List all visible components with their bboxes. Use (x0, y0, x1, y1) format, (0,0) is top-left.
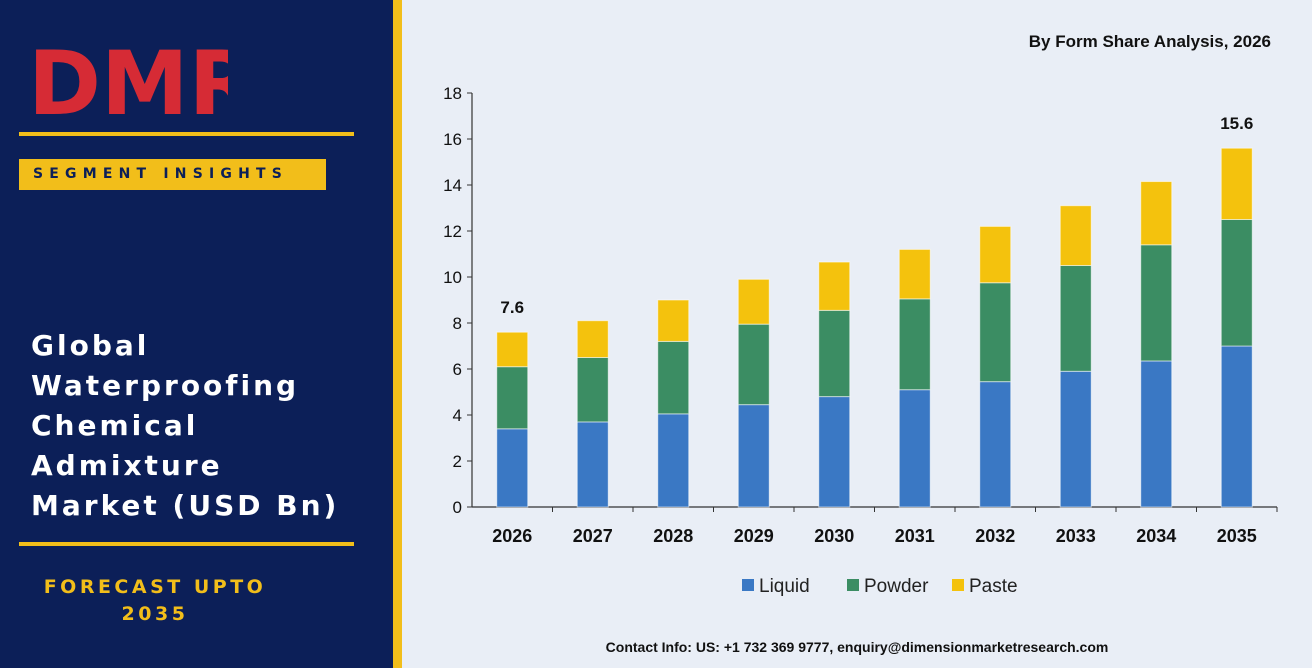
bar-segment-powder (979, 282, 1012, 383)
bar-segment-paste (1059, 205, 1092, 266)
market-title: Global Waterproofing Chemical Admixture … (31, 326, 376, 526)
chart-legend: Liquid Powder Paste (742, 576, 1018, 597)
y-tick-label: 6 (453, 360, 462, 379)
bar-segment-powder (576, 357, 609, 423)
x-tick-label: 2026 (492, 526, 532, 546)
data-label: 15.6 (1220, 114, 1253, 133)
bar-segment-liquid (657, 413, 690, 508)
bar-segment-liquid (898, 389, 931, 508)
x-tick-label: 2029 (734, 526, 774, 546)
bar-segment-powder (496, 366, 529, 430)
bar-segment-paste (737, 278, 770, 325)
bar-segment-liquid (496, 428, 529, 508)
title-line: Chemical (31, 409, 199, 442)
data-label: 7.6 (500, 298, 524, 317)
y-tick-label: 14 (443, 176, 462, 195)
divider-line-top (19, 132, 354, 136)
bar-segment-paste (979, 225, 1012, 284)
y-tick-label: 4 (453, 406, 462, 425)
contact-info: Contact Info: US: +1 732 369 9777, enqui… (605, 639, 1109, 655)
title-line: Global (31, 329, 150, 362)
x-tick-label: 2028 (653, 526, 693, 546)
x-tick-label: 2031 (895, 526, 935, 546)
y-tick-label: 18 (443, 84, 462, 103)
bar-segment-powder (1140, 244, 1173, 362)
x-tick-label: 2032 (975, 526, 1015, 546)
x-tick-label: 2027 (573, 526, 613, 546)
left-panel: DMR SEGMENT INSIGHTS Global Waterproofin… (0, 0, 393, 668)
bar-segment-powder (1059, 265, 1092, 372)
y-tick-label: 10 (443, 268, 462, 287)
legend-swatch-liquid (742, 579, 754, 591)
bar-segment-liquid (1220, 345, 1253, 508)
legend-label: Powder (864, 576, 929, 597)
bar-segment-paste (818, 261, 851, 311)
bar-segment-powder (818, 309, 851, 398)
chart-bars (496, 147, 1253, 508)
bar-segment-paste (576, 320, 609, 359)
y-tick-label: 2 (453, 452, 462, 471)
title-line: Waterproofing (31, 369, 300, 402)
bar-segment-liquid (818, 396, 851, 508)
y-tick-label: 0 (453, 498, 462, 517)
x-tick-label: 2030 (814, 526, 854, 546)
bar-segment-paste (657, 299, 690, 342)
segment-insights-badge: SEGMENT INSIGHTS (19, 159, 326, 190)
panel-divider (393, 0, 402, 668)
bar-segment-paste (1220, 147, 1253, 220)
x-tick-label: 2035 (1217, 526, 1257, 546)
bar-segment-powder (737, 323, 770, 406)
chart-labels: 2026 2027 2028 2029 2030 2031 2032 2033 2034 2035… (492, 114, 1257, 546)
chart-title: By Form Share Analysis, 2026 (1028, 32, 1271, 51)
bar-segment-liquid (1140, 360, 1173, 508)
bar-segment-powder (657, 340, 690, 415)
legend-label: Paste (969, 576, 1018, 597)
forecast-text: FORECAST UPTO 2035 (20, 574, 290, 628)
y-tick-label: 12 (443, 222, 462, 241)
dmr-logo: DMR (28, 34, 228, 124)
divider-line-bottom (19, 542, 354, 546)
x-tick-label: 2034 (1136, 526, 1176, 546)
bar-segment-liquid (576, 421, 609, 508)
bar-segment-liquid (737, 404, 770, 508)
bar-segment-paste (1140, 181, 1173, 246)
x-tick-label: 2033 (1056, 526, 1096, 546)
forecast-year: 2035 (121, 603, 189, 625)
stacked-bar-chart: 0 2 4 6 8 10 12 14 16 18 2026 2027 2028 2029 2030 2031… (443, 84, 1278, 597)
legend-swatch-paste (952, 579, 964, 591)
bar-segment-paste (898, 248, 931, 300)
chart-axes: 0 2 4 6 8 10 12 14 16 18 (443, 84, 1278, 517)
title-line: Admixture (31, 449, 223, 482)
dmr-logo-text: DMR (28, 34, 228, 124)
bar-segment-liquid (979, 381, 1012, 508)
y-tick-label: 16 (443, 130, 462, 149)
bar-segment-liquid (1059, 370, 1092, 508)
title-line: Market (USD Bn) (31, 489, 340, 522)
legend-swatch-powder (847, 579, 859, 591)
bar-segment-powder (1220, 219, 1253, 347)
forecast-line: FORECAST UPTO (43, 576, 267, 598)
bar-segment-powder (898, 298, 931, 391)
legend-label: Liquid (759, 576, 810, 597)
bar-segment-paste (496, 331, 529, 368)
y-tick-label: 8 (453, 314, 462, 333)
